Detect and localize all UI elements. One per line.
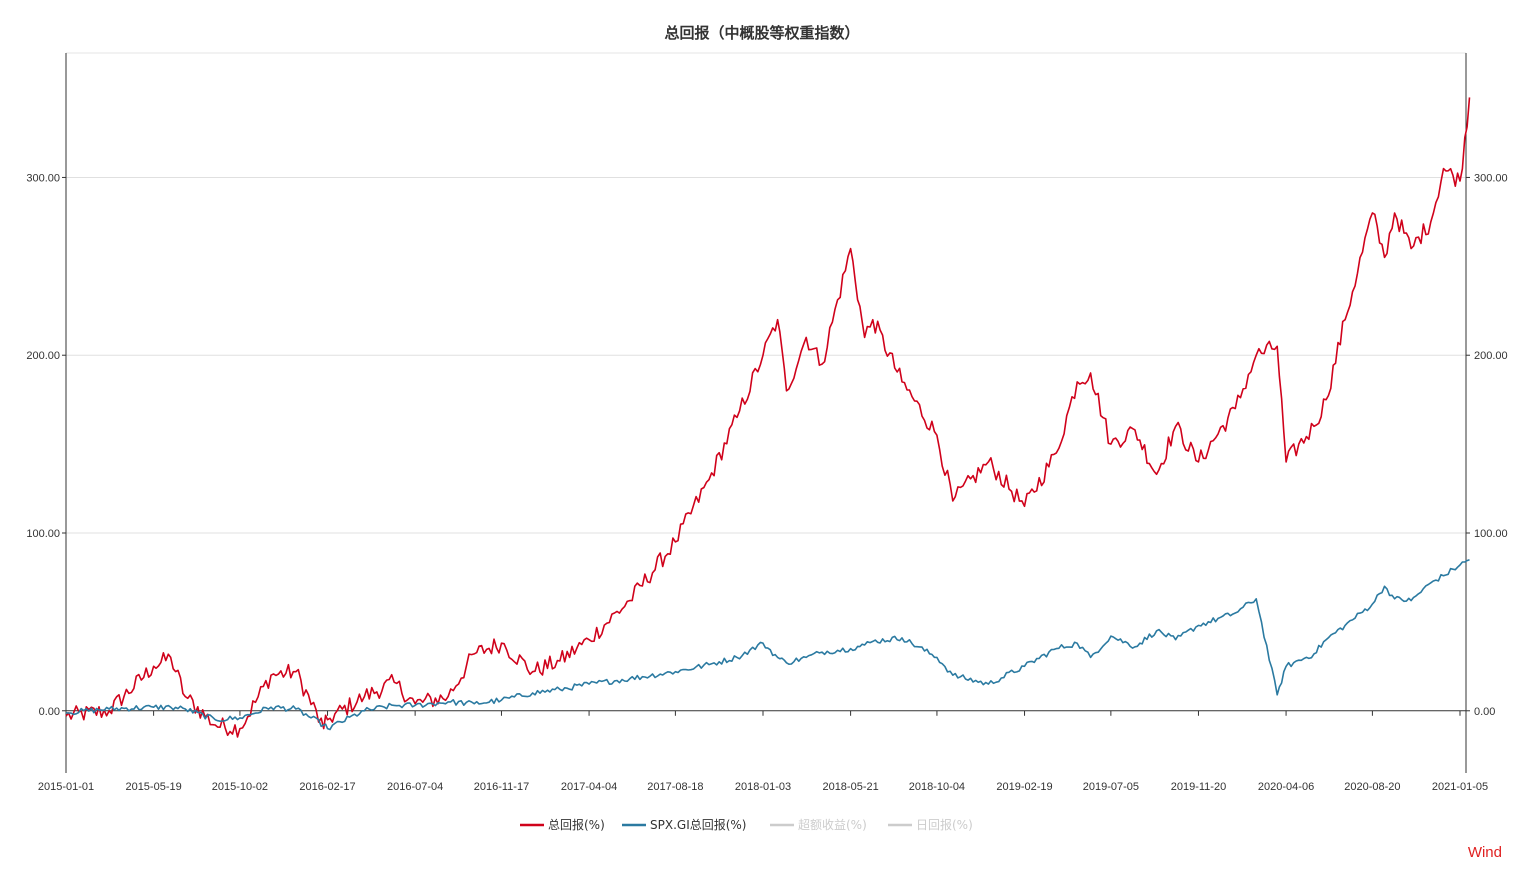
x-tick-label: 2018-05-21 [822, 781, 878, 793]
x-tick-label: 2020-08-20 [1344, 781, 1400, 793]
x-tick-label: 2021-01-05 [1432, 781, 1488, 793]
legend-item[interactable]: 超额收益(%) [770, 817, 867, 832]
x-tick-label: 2019-02-19 [996, 781, 1052, 793]
x-tick-label: 2015-05-19 [125, 781, 181, 793]
y-tick-label: 0.00 [39, 706, 60, 718]
grid-lines [66, 52, 1466, 534]
x-tick-label: 2015-10-02 [212, 781, 268, 793]
legend-item[interactable]: 总回报(%) [520, 817, 605, 832]
y-tick-label-right: 200.00 [1474, 350, 1508, 362]
y-tick-label-right: 300.00 [1474, 172, 1508, 184]
legend-label: 总回报(%) [548, 817, 605, 832]
x-tick-label: 2019-07-05 [1083, 781, 1139, 793]
x-tick-label: 2017-08-18 [647, 781, 703, 793]
y-tick-label-right: 0.00 [1474, 706, 1495, 718]
plot-lines [65, 97, 1471, 738]
legend[interactable]: 总回报(%) SPX.GI总回报(%) 超额收益(%) 日回报(%) [520, 817, 973, 832]
x-axis: 2015-01-01 2015-05-19 2015-10-02 2016-02-17… [38, 710, 1488, 793]
x-tick-label: 2015-01-01 [38, 781, 94, 793]
wind-watermark: Wind [1467, 844, 1502, 861]
series-line [65, 558, 1470, 731]
x-tick-label: 2016-02-17 [299, 781, 355, 793]
x-tick-label: 2018-10-04 [909, 781, 965, 793]
y-tick-label: 100.00 [26, 528, 60, 540]
y-tick-label: 300.00 [26, 172, 60, 184]
chart-title: 总回报（中概股等权重指数） [664, 24, 859, 42]
x-tick-label: 2016-11-17 [474, 781, 529, 793]
legend-item[interactable]: SPX.GI总回报(%) [622, 817, 747, 832]
y-axis-left: 0.00 100.00 200.00 300.00 [26, 172, 66, 718]
legend-item[interactable]: 日回报(%) [888, 817, 973, 832]
axes [65, 53, 1467, 773]
legend-label: 日回报(%) [916, 817, 973, 832]
x-tick-label: 2019-11-20 [1171, 781, 1226, 793]
y-axis-right: 0.00 100.00 200.00 300.00 [1466, 172, 1508, 718]
series-line [65, 97, 1471, 738]
y-tick-label-right: 100.00 [1474, 528, 1508, 540]
x-tick-label: 2020-04-06 [1258, 781, 1314, 793]
legend-label: SPX.GI总回报(%) [650, 817, 747, 832]
x-tick-label: 2017-04-04 [561, 781, 617, 793]
x-tick-label: 2016-07-04 [387, 781, 443, 793]
y-tick-label: 200.00 [26, 350, 60, 362]
x-tick-label: 2018-01-03 [735, 781, 791, 793]
legend-label: 超额收益(%) [798, 817, 867, 832]
